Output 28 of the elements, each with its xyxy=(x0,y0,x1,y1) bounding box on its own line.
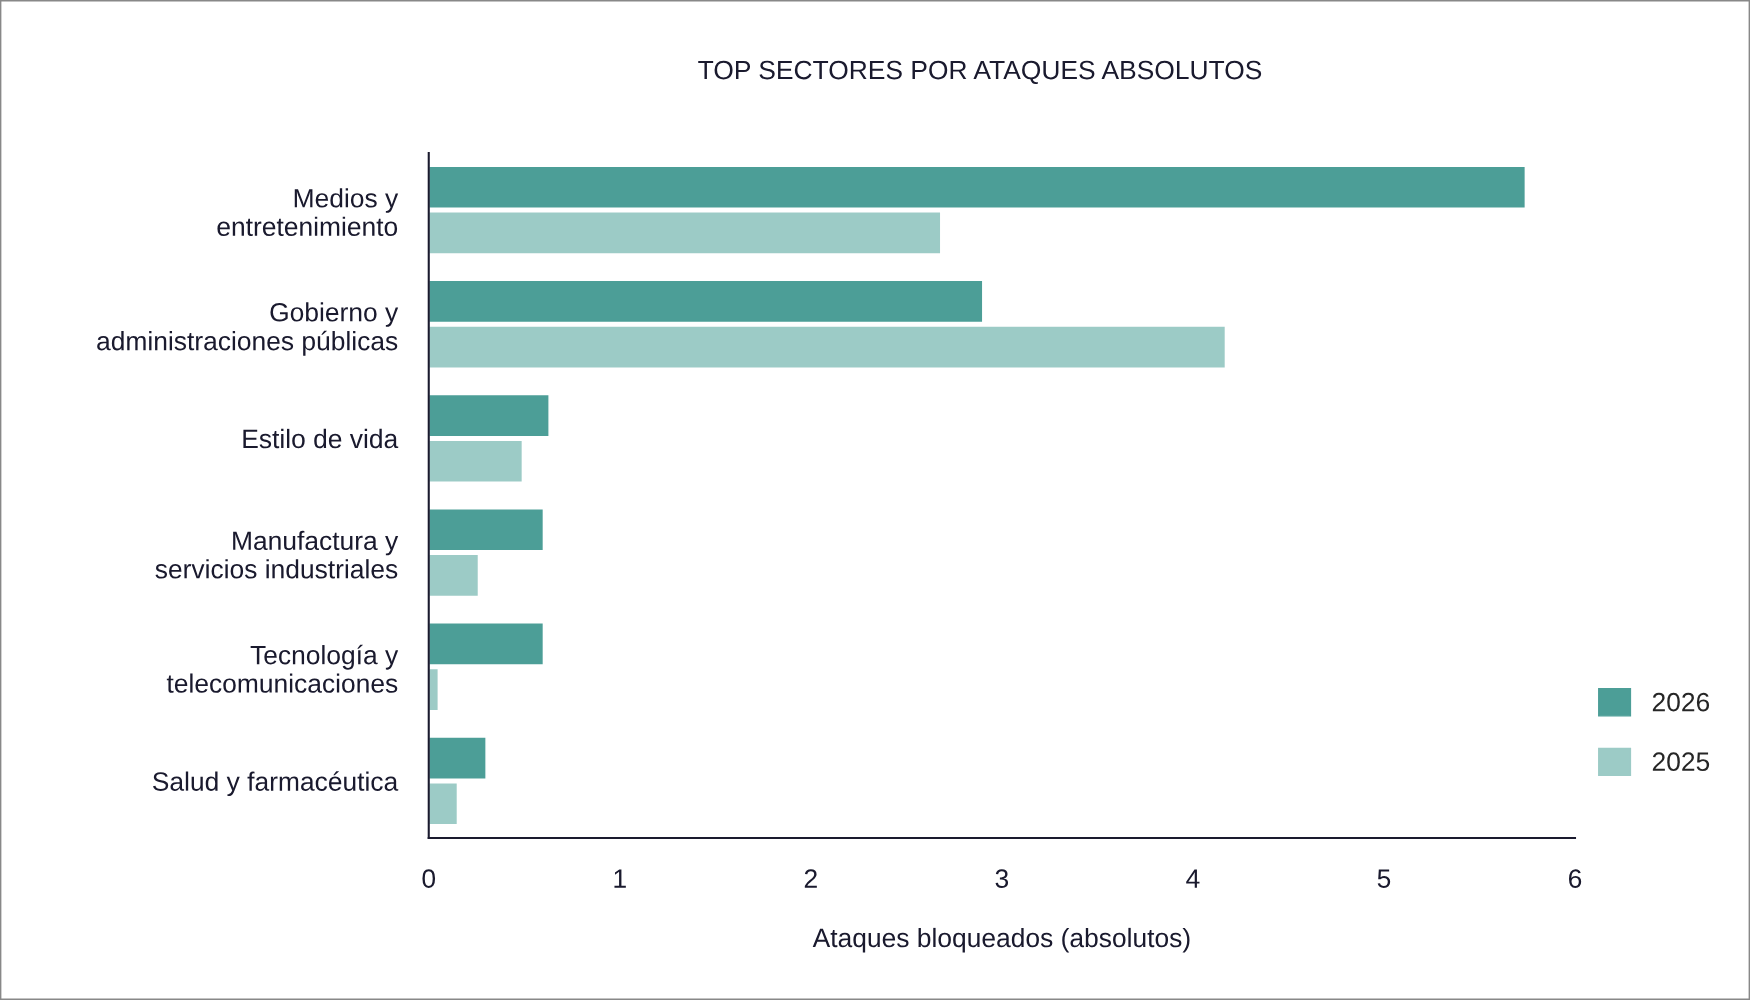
bar xyxy=(428,508,545,552)
legend-label: 2026 xyxy=(1652,692,1710,712)
x-tick-label: 6 xyxy=(1569,869,1582,888)
chart-title: TOP SECTORES POR ATAQUES ABSOLUTOS xyxy=(698,60,1262,85)
x-axis-title: Ataques bloqueados (absolutos) xyxy=(812,927,1190,953)
legend-label: 2025 xyxy=(1652,752,1710,772)
y-tick-label: Gobierno y administraciones públicas xyxy=(97,302,399,356)
bar xyxy=(428,393,550,438)
x-tick-label: 0 xyxy=(422,869,436,888)
bar xyxy=(428,211,942,255)
bar xyxy=(428,736,487,780)
x-tick-label: 3 xyxy=(995,869,1009,888)
x-tick-label: 2 xyxy=(804,869,817,888)
bar xyxy=(428,622,545,666)
y-tick-label: Estilo de vida xyxy=(243,428,399,449)
y-tick-label: Medios y entretenimiento xyxy=(217,188,399,237)
x-tick-label: 5 xyxy=(1377,869,1391,888)
y-tick-label: Tecnología y telecomunicaciones xyxy=(166,644,399,693)
bar xyxy=(428,165,1527,209)
bar xyxy=(428,439,524,483)
y-tick-label: Salud y farmacéutica xyxy=(152,771,399,797)
bar xyxy=(428,279,984,324)
x-tick-label: 4 xyxy=(1186,869,1200,888)
x-tick-label: 1 xyxy=(614,869,626,888)
bar xyxy=(428,325,1227,369)
bar xyxy=(428,553,480,598)
bar xyxy=(428,782,459,826)
y-tick-label: Manufactura y servicios industriales xyxy=(155,530,399,579)
